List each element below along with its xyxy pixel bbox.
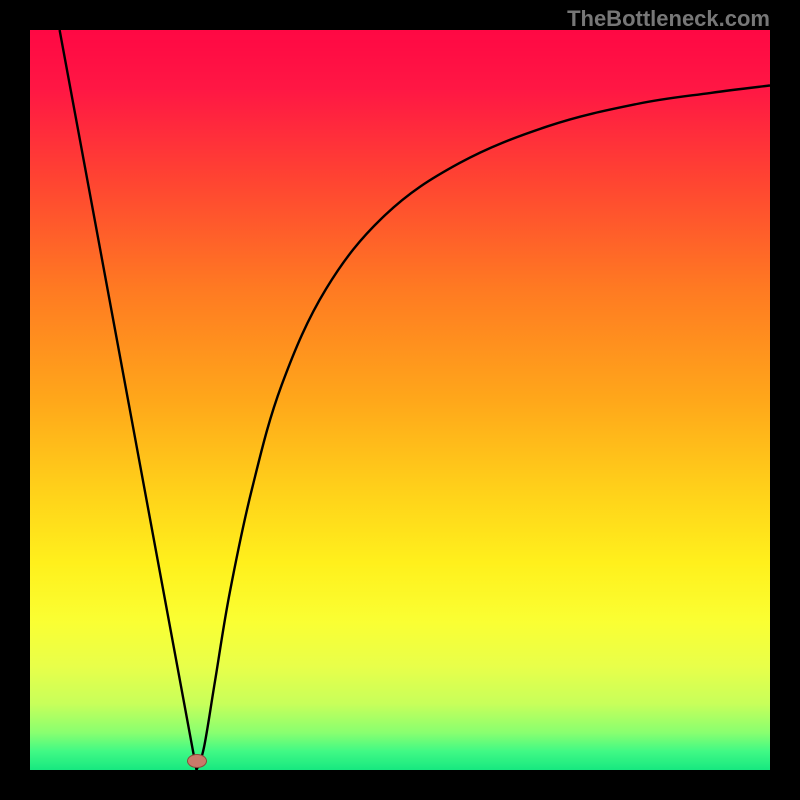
- plot-area: [30, 30, 770, 770]
- bottleneck-curve: [30, 30, 770, 770]
- optimum-marker: [187, 754, 207, 768]
- watermark-text: TheBottleneck.com: [567, 6, 770, 32]
